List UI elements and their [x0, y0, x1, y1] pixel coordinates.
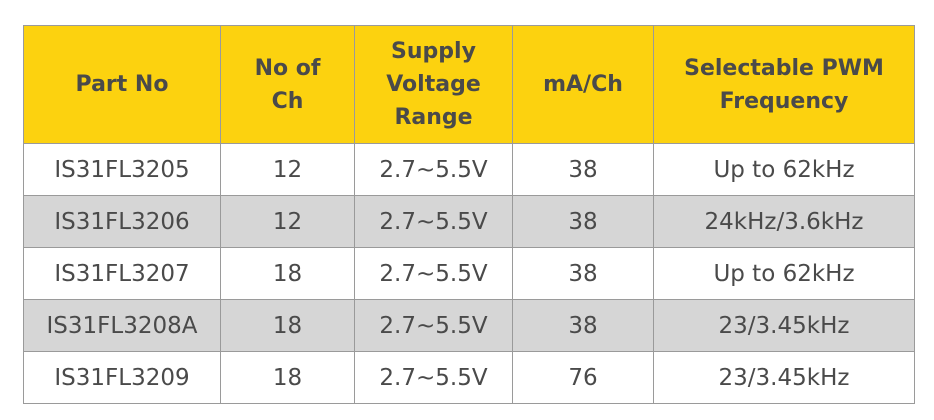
cell-pwm-frequency: Up to 62kHz [653, 247, 915, 300]
cell-ma-per-ch: 38 [512, 247, 654, 300]
header-line: Selectable PWM [684, 55, 884, 81]
header-part-no: Part No [23, 25, 221, 144]
header-line: Supply [391, 39, 476, 64]
header-supply-voltage-range: Supply Voltage Range [354, 25, 513, 144]
cell-pwm-frequency: Up to 62kHz [653, 143, 915, 196]
cell-pwm-frequency: 24kHz/3.6kHz [653, 195, 915, 248]
table-row: IS31FL3208A 18 2.7~5.5V 38 23/3.45kHz [23, 299, 915, 352]
header-line: mA/Ch [543, 72, 623, 97]
header-line: Ch [271, 88, 304, 114]
header-line: Range [394, 105, 473, 130]
header-line: Voltage [386, 72, 481, 97]
cell-ma-per-ch: 38 [512, 195, 654, 248]
cell-ma-per-ch: 76 [512, 351, 654, 404]
cell-supply-voltage: 2.7~5.5V [354, 247, 513, 300]
cell-no-of-ch: 18 [220, 299, 355, 352]
product-comparison-table: Part No No of Ch Supply Voltage Range mA… [23, 25, 915, 404]
header-ma-per-ch: mA/Ch [512, 25, 654, 144]
cell-supply-voltage: 2.7~5.5V [354, 299, 513, 352]
header-pwm-frequency: Selectable PWM Frequency [653, 25, 915, 144]
cell-part-no: IS31FL3209 [23, 351, 221, 404]
cell-supply-voltage: 2.7~5.5V [354, 143, 513, 196]
cell-part-no: IS31FL3208A [23, 299, 221, 352]
cell-no-of-ch: 12 [220, 143, 355, 196]
cell-part-no: IS31FL3207 [23, 247, 221, 300]
cell-pwm-frequency: 23/3.45kHz [653, 299, 915, 352]
cell-pwm-frequency: 23/3.45kHz [653, 351, 915, 404]
cell-ma-per-ch: 38 [512, 143, 654, 196]
header-row: Part No No of Ch Supply Voltage Range mA… [23, 25, 915, 144]
product-table-container: Part No No of Ch Supply Voltage Range mA… [23, 25, 915, 404]
table-row: IS31FL3207 18 2.7~5.5V 38 Up to 62kHz [23, 247, 915, 300]
cell-ma-per-ch: 38 [512, 299, 654, 352]
cell-part-no: IS31FL3205 [23, 143, 221, 196]
cell-no-of-ch: 18 [220, 247, 355, 300]
cell-supply-voltage: 2.7~5.5V [354, 195, 513, 248]
table-row: IS31FL3206 12 2.7~5.5V 38 24kHz/3.6kHz [23, 195, 915, 248]
header-line: No of [254, 55, 321, 81]
table-row: IS31FL3209 18 2.7~5.5V 76 23/3.45kHz [23, 351, 915, 404]
table-row: IS31FL3205 12 2.7~5.5V 38 Up to 62kHz [23, 143, 915, 196]
cell-no-of-ch: 12 [220, 195, 355, 248]
cell-part-no: IS31FL3206 [23, 195, 221, 248]
cell-no-of-ch: 18 [220, 351, 355, 404]
header-line: Part No [75, 72, 169, 97]
header-line: Frequency [719, 88, 849, 114]
cell-supply-voltage: 2.7~5.5V [354, 351, 513, 404]
header-no-of-ch: No of Ch [220, 25, 355, 144]
